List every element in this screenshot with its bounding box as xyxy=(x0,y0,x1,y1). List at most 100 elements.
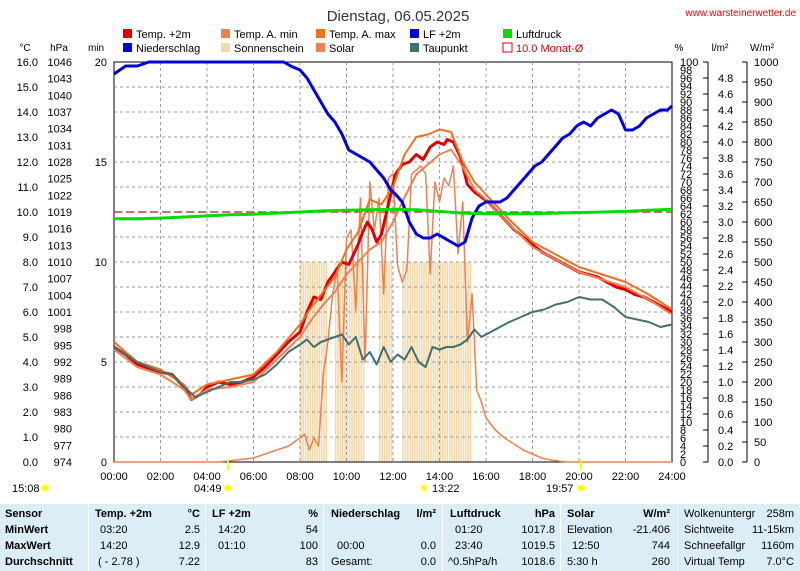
legend-label: Temp. A. min xyxy=(234,29,298,41)
tick-label-solar: 1000 xyxy=(754,57,778,69)
sunshine-bar xyxy=(381,262,383,462)
legend-swatch xyxy=(503,29,512,38)
tick-label-time: 22:00 xyxy=(612,471,640,483)
tick-label-solar: 600 xyxy=(754,217,772,229)
series-temp-a-min xyxy=(113,148,673,401)
sunshine-bar xyxy=(416,262,418,462)
tick-label-pct: 86 xyxy=(680,113,692,125)
tick-label-pct: 66 xyxy=(680,193,692,205)
tick-label-pct: 46 xyxy=(680,273,692,285)
stats-pressure-value: 1017.8 xyxy=(521,524,555,536)
stats-temp-time: 14:20 xyxy=(100,540,128,552)
stats-temp-value: 7.22 xyxy=(178,556,200,568)
sunshine-bar xyxy=(437,262,439,462)
unit-label-rain: l/m² xyxy=(712,43,729,54)
stats-row-label: Durchschnitt xyxy=(5,556,73,568)
tick-label-hpa: 1001 xyxy=(48,307,72,319)
stats-pressure-time: ^0.5hPa/h xyxy=(448,556,498,568)
tick-label-time: 04:00 xyxy=(193,471,221,483)
stats-extra-label-0: Wolkenuntergr xyxy=(684,508,756,520)
stats-temp-value: 12.9 xyxy=(178,540,200,552)
series-taupunkt xyxy=(113,296,673,398)
tick-label-pct: 94 xyxy=(680,81,692,93)
tick-label-solar: 350 xyxy=(754,317,772,329)
stats-solar-value: 260 xyxy=(651,556,670,568)
sunshine-bar xyxy=(423,262,425,462)
tick-label-rain: 1.4 xyxy=(718,345,733,357)
tick-label-hpa: 1007 xyxy=(48,274,72,286)
sunshine-bar xyxy=(334,262,337,462)
tick-label-hpa: 998 xyxy=(54,324,72,336)
legend-label: Taupunkt xyxy=(423,43,468,55)
tick-label-temp: 8.0 xyxy=(23,257,38,269)
tick-label-temp: 5.0 xyxy=(23,332,38,344)
tick-label-hpa: 1004 xyxy=(48,290,72,302)
stats-rain-value: 0.0 xyxy=(420,556,436,568)
sunshine-bar xyxy=(304,262,307,462)
tick-label-hpa: 1028 xyxy=(48,157,72,169)
tick-label-pct: 14 xyxy=(680,401,692,413)
legend-swatch xyxy=(123,29,132,38)
sunshine-bar xyxy=(411,262,414,462)
tick-label-pct: 22 xyxy=(680,369,692,381)
sunshine-bar xyxy=(302,262,304,462)
sunshine-bar xyxy=(316,262,318,462)
tick-label-pct: 16 xyxy=(680,393,692,405)
tick-label-pct: 60 xyxy=(680,217,692,229)
tick-label-solar: 750 xyxy=(754,157,772,169)
tick-label-hpa: 1034 xyxy=(48,124,72,136)
legend-swatch xyxy=(221,43,230,52)
tick-label-pct: 10 xyxy=(680,417,692,429)
chart-title: Dienstag, 06.05.2025 xyxy=(327,8,470,25)
tick-label-solar: 900 xyxy=(754,97,772,109)
tick-label-rain: 2.6 xyxy=(718,249,733,261)
stats-header-solar-unit: W/m² xyxy=(643,508,670,520)
tick-label-pct: 78 xyxy=(680,145,692,157)
tick-label-pct: 18 xyxy=(680,385,692,397)
tick-label-pct: 30 xyxy=(680,337,692,349)
tick-label-hpa: 983 xyxy=(54,407,72,419)
tick-label-pct: 12 xyxy=(680,409,692,421)
tick-label-time: 18:00 xyxy=(519,471,547,483)
unit-label-solar: W/m² xyxy=(750,43,775,54)
stats-solar-label: 12:50 xyxy=(572,540,600,552)
tick-label-rain: 0.4 xyxy=(718,425,733,437)
tick-label-pct: 32 xyxy=(680,329,692,341)
tick-label-temp: 7.0 xyxy=(23,282,38,294)
stats-pressure-value: 1019.5 xyxy=(521,540,555,552)
tick-label-pct: 50 xyxy=(680,257,692,269)
stats-extra-label-1: Sichtweite xyxy=(684,524,735,536)
stats-header-temp: Temp. +2m xyxy=(95,508,152,520)
tick-label-hpa: 1037 xyxy=(48,107,72,119)
tick-label-time: 06:00 xyxy=(240,471,268,483)
sunshine-bar xyxy=(430,262,432,462)
stats-extra-value-2: 1160m xyxy=(761,540,794,552)
stats-humidity-value: 83 xyxy=(305,556,318,568)
tick-label-hpa: 1016 xyxy=(48,224,72,236)
sunshine-bar xyxy=(465,262,467,462)
tick-label-pct: 0 xyxy=(680,457,686,469)
sunrise-marker xyxy=(224,485,232,491)
tick-label-pct: 84 xyxy=(680,121,692,133)
tick-label-solar: 200 xyxy=(754,377,772,389)
tick-label-hpa: 1022 xyxy=(48,190,72,202)
tick-label-rain: 2.4 xyxy=(718,265,733,277)
tick-label-hpa: 992 xyxy=(54,357,72,369)
stats-header-humidity: LF +2m xyxy=(212,508,251,520)
sunshine-bar xyxy=(362,262,365,462)
tick-label-rain: 3.0 xyxy=(718,217,733,229)
tick-label-pct: 62 xyxy=(680,209,692,221)
stats-extra-value-3: 7.0°C xyxy=(766,556,794,568)
stats-header-row: Sensor Temp. +2m °C LF +2m % Niederschla… xyxy=(0,506,800,522)
stats-row-max: MaxWert 14:20 12.9 01:10 100 00:00 0.0 2… xyxy=(0,538,800,554)
stats-extra-value-0: 258m xyxy=(766,508,794,520)
sunshine-bar xyxy=(309,262,311,462)
tick-label-temp: 13.0 xyxy=(17,132,38,144)
tick-label-pct: 8 xyxy=(680,425,686,437)
tick-label-time: 10:00 xyxy=(333,471,361,483)
stats-header-sensor: Sensor xyxy=(5,508,43,520)
tick-label-pct: 26 xyxy=(680,353,692,365)
tick-label-pct: 56 xyxy=(680,233,692,245)
sunshine-bar xyxy=(446,262,449,462)
stats-temp-time: ( - 2.78 ) xyxy=(98,556,140,568)
